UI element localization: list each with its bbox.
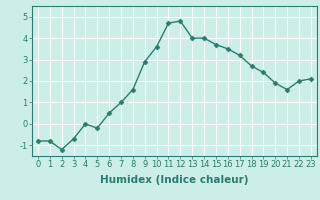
X-axis label: Humidex (Indice chaleur): Humidex (Indice chaleur) xyxy=(100,175,249,185)
